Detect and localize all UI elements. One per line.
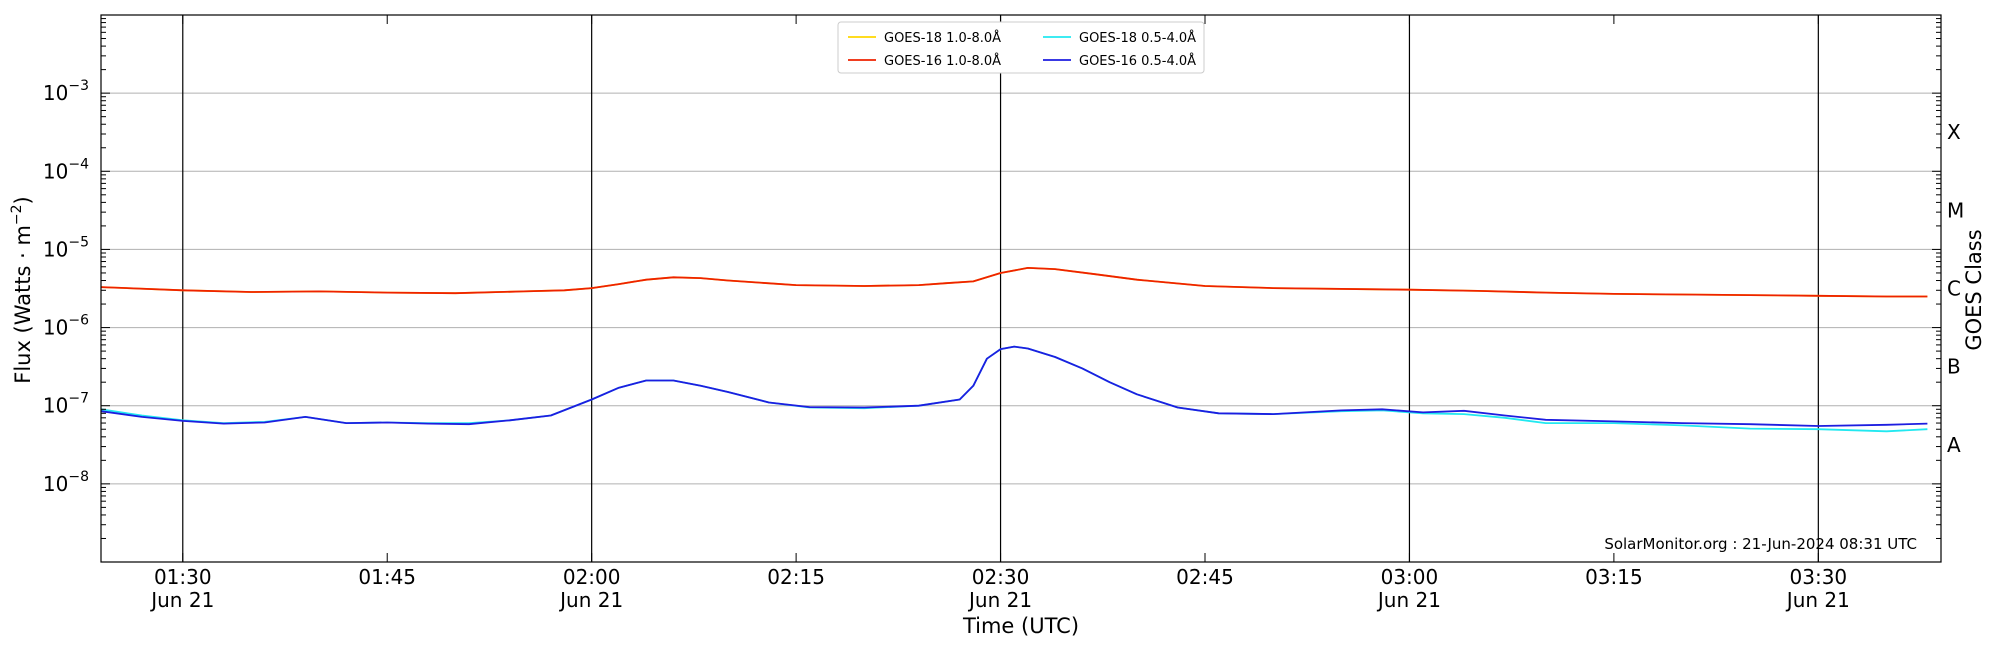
plot-area: [101, 15, 1941, 562]
y-tick-label: 10−6: [43, 313, 89, 340]
x-tick-label: 03:30: [1790, 565, 1848, 589]
x-tick-label: 02:30: [972, 565, 1030, 589]
y-axis-label: Flux (Watts · m−2): [9, 196, 35, 384]
y-tick-label: 10−4: [43, 156, 89, 183]
x-tick-sublabel: Jun 21: [967, 588, 1032, 612]
goes-class-label: M: [1947, 198, 1964, 222]
legend-box: [837, 21, 1205, 74]
legend-label: GOES-16 1.0-8.0Å: [884, 53, 1001, 69]
x-axis-label: Time (UTC): [962, 614, 1079, 638]
credit-text: SolarMonitor.org : 21-Jun-2024 08:31 UTC: [1604, 535, 1917, 553]
legend: GOES-18 1.0-8.0Å GOES-16 1.0-8.0Å GOES-18 …: [837, 21, 1205, 74]
x-tick-label: 01:45: [358, 565, 416, 589]
x-tick-sublabel: Jun 21: [1376, 588, 1441, 612]
series-layer: [100, 266, 1928, 433]
y-tick-label: 10−8: [43, 469, 89, 496]
legend-label: GOES-18 0.5-4.0Å: [1079, 30, 1196, 46]
legend-label: GOES-18 1.0-8.0Å: [884, 30, 1001, 46]
goes-class-label: X: [1947, 120, 1961, 144]
x-tick-label: 03:00: [1381, 565, 1439, 589]
x-tick-sublabel: Jun 21: [1785, 588, 1850, 612]
y-tick-label: 10−7: [43, 391, 89, 418]
grid: [101, 15, 1941, 562]
x-tick-sublabel: Jun 21: [149, 588, 214, 612]
legend-entries: GOES-18 1.0-8.0Å GOES-16 1.0-8.0Å GOES-18 …: [848, 30, 1196, 69]
x-tick-label: 02:00: [563, 565, 621, 589]
goes-class-label: B: [1947, 355, 1961, 379]
series-line: [100, 266, 1928, 298]
x-tick-label: 02:15: [767, 565, 825, 589]
y-tick-label: 10−5: [43, 234, 89, 261]
x-tick-label: 02:45: [1176, 565, 1234, 589]
y-tick-label: 10−3: [43, 78, 89, 105]
legend-label: GOES-16 0.5-4.0Å: [1079, 53, 1196, 69]
goes-class-axis-label: GOES Class: [1962, 229, 1986, 350]
x-tick-sublabel: Jun 21: [558, 588, 623, 612]
series-line: [100, 345, 1928, 427]
goes-class-label: C: [1947, 277, 1961, 301]
plot-frame: [100, 14, 1942, 563]
x-tick-label: 03:15: [1585, 565, 1643, 589]
goes-class-label: A: [1947, 433, 1961, 457]
x-tick-label: 01:30: [154, 565, 212, 589]
